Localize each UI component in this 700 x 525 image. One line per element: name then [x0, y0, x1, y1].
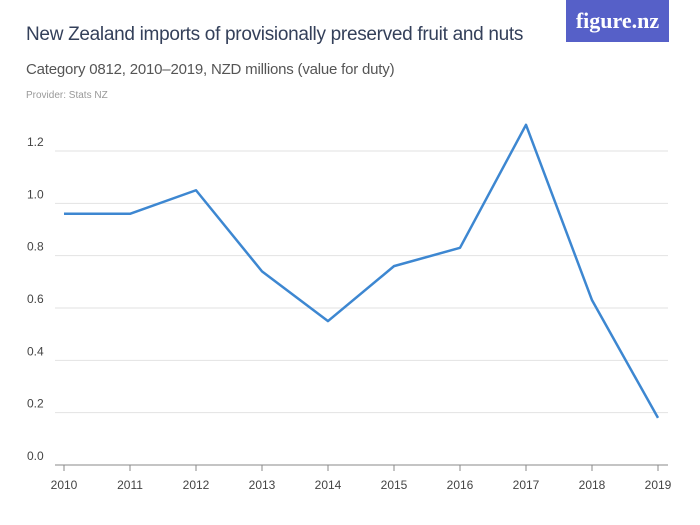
- chart-title: New Zealand imports of provisionally pre…: [26, 24, 524, 45]
- x-tick-label: 2016: [447, 478, 474, 492]
- chart-subtitle: Category 0812, 2010–2019, NZD millions (…: [26, 61, 395, 78]
- x-tick-label: 2012: [183, 478, 210, 492]
- x-tick-label: 2013: [249, 478, 276, 492]
- y-tick-label: 0.2: [27, 397, 44, 411]
- provider-label: Provider: Stats NZ: [26, 90, 108, 101]
- x-tick-label: 2014: [315, 478, 342, 492]
- y-tick-label: 1.0: [27, 187, 44, 201]
- data-line: [64, 123, 660, 419]
- y-tick-label: 0.6: [27, 292, 44, 306]
- y-tick-label: 1.2: [27, 135, 44, 149]
- y-tick-label: 0.8: [27, 240, 44, 254]
- y-tick-label: 0.4: [27, 344, 44, 358]
- x-tick-label: 2017: [513, 478, 540, 492]
- y-tick-label: 0.0: [27, 449, 44, 463]
- x-tick-label: 2019: [645, 478, 672, 492]
- x-tick-label: 2011: [117, 478, 143, 492]
- x-tick-label: 2015: [381, 478, 408, 492]
- x-tick-label: 2018: [579, 478, 606, 492]
- x-tick-label: 2010: [51, 478, 78, 492]
- figure-nz-logo[interactable]: figure.nz: [566, 0, 669, 42]
